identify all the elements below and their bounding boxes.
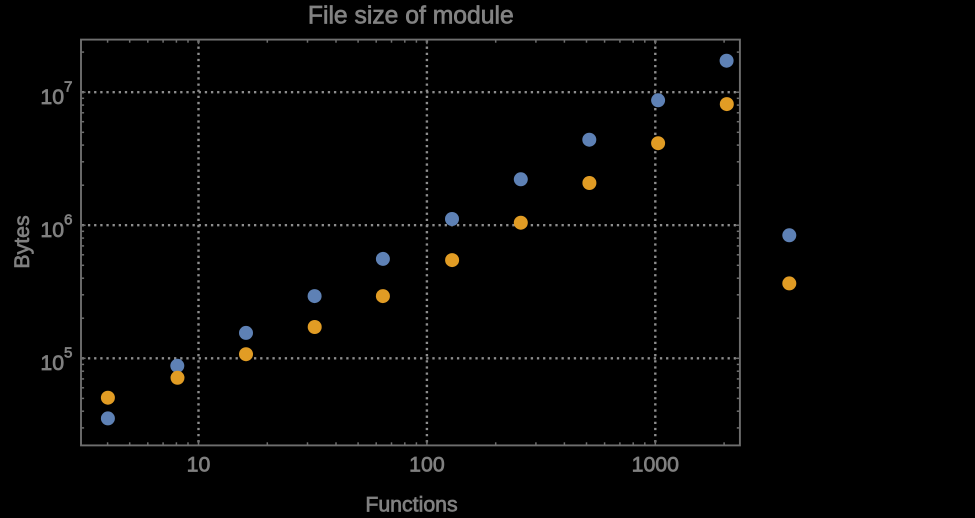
svg-text:File size of module: File size of module <box>308 3 514 30</box>
svg-text:Functions: Functions <box>365 493 457 514</box>
svg-text:Bytes: Bytes <box>10 215 34 268</box>
svg-text:10: 10 <box>187 453 211 477</box>
svg-text:100: 100 <box>409 453 445 477</box>
svg-text:1000: 1000 <box>632 453 680 477</box>
